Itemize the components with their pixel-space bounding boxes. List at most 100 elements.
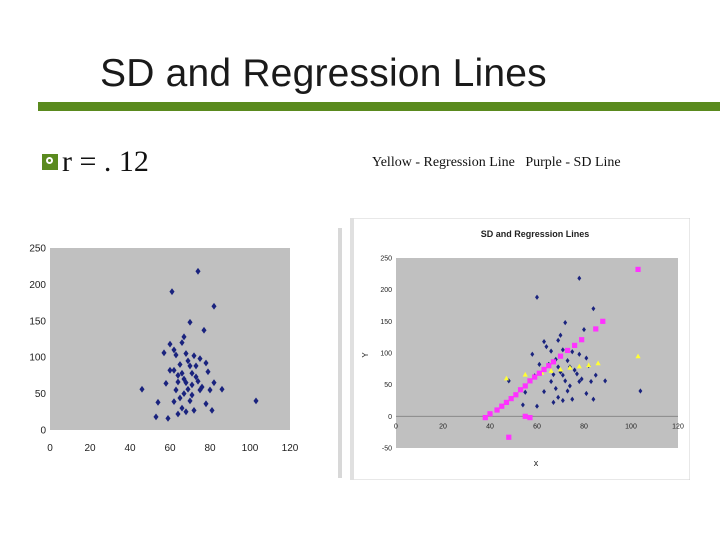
right-sd-line-point xyxy=(499,403,505,409)
right-sd-line-point xyxy=(546,363,552,369)
right-sd-line-point xyxy=(506,434,512,440)
left-x-tick-label: 40 xyxy=(124,443,136,454)
right-regression-line-point xyxy=(586,362,592,368)
left-data-point xyxy=(181,333,187,341)
chart-right-y-label: Y xyxy=(361,352,370,358)
left-data-point xyxy=(175,378,181,386)
left-data-point xyxy=(175,410,181,418)
left-y-tick-label: 150 xyxy=(29,316,46,327)
right-sd-line-point xyxy=(557,353,564,359)
right-regression-line-point xyxy=(503,375,510,381)
left-data-point xyxy=(193,362,199,370)
right-sd-line-point xyxy=(564,347,571,354)
right-regression-line-point xyxy=(557,366,564,372)
right-sd-line-point xyxy=(487,411,493,417)
left-data-point xyxy=(171,398,177,406)
left-data-point xyxy=(211,379,217,387)
right-regression-line-point xyxy=(576,363,582,369)
left-data-point xyxy=(197,355,203,363)
right-sd-line-point xyxy=(482,415,488,421)
chart-right-x-ticks: 0 20 40 60 80 100 120 xyxy=(394,423,684,430)
right-sd-line-point xyxy=(508,396,514,402)
right-data-point xyxy=(593,372,598,378)
left-data-point xyxy=(205,368,211,376)
left-data-point xyxy=(173,386,179,394)
right-sd-line-point xyxy=(579,337,585,343)
right-sd-line-point xyxy=(550,359,557,365)
right-data-point xyxy=(558,332,563,338)
left-data-point xyxy=(189,381,195,389)
left-data-point xyxy=(189,391,195,399)
right-y-tick-label: 100 xyxy=(380,350,392,357)
right-x-tick-label: 100 xyxy=(625,423,637,430)
right-data-point xyxy=(558,369,563,375)
left-x-tick-label: 80 xyxy=(204,443,216,454)
left-data-point xyxy=(179,369,185,377)
left-data-point xyxy=(219,385,225,393)
right-sd-line-point xyxy=(572,342,578,348)
left-data-point xyxy=(253,397,259,405)
left-data-point xyxy=(179,404,185,412)
left-data-point xyxy=(191,406,197,414)
chart-right-edge xyxy=(350,218,354,480)
right-sd-line-point xyxy=(527,378,533,384)
slide-title: SD and Regression Lines xyxy=(100,52,547,95)
chart-left-edge xyxy=(338,228,342,478)
right-x-tick-label: 60 xyxy=(533,423,541,430)
right-y-tick-label: -50 xyxy=(382,445,392,452)
chart-left-x-ticks: 0 20 40 60 80 100 120 xyxy=(47,443,299,454)
right-data-point xyxy=(523,389,528,395)
left-data-point xyxy=(183,408,189,416)
chart-right-x-label: x xyxy=(534,458,539,468)
left-data-point xyxy=(191,352,197,360)
left-data-point xyxy=(171,366,177,374)
right-sd-line-point xyxy=(517,387,524,393)
chart-left-points xyxy=(139,267,259,422)
right-data-point xyxy=(570,396,575,402)
left-data-point xyxy=(189,369,195,377)
right-sd-line-point xyxy=(522,413,528,419)
right-y-tick-label: 0 xyxy=(388,414,392,421)
right-sd-line-point xyxy=(527,415,533,421)
left-data-point xyxy=(187,362,193,370)
left-y-tick-label: 100 xyxy=(29,353,46,364)
left-data-point xyxy=(203,359,209,367)
left-data-point xyxy=(177,394,183,402)
right-x-tick-label: 40 xyxy=(486,423,494,430)
right-x-tick-label: 120 xyxy=(672,423,684,430)
scatter-chart-right: SD and Regression Lines -500501001502002… xyxy=(350,218,690,480)
right-regression-line-point xyxy=(567,364,573,370)
left-data-point xyxy=(169,288,175,296)
left-data-point xyxy=(165,414,171,422)
q-bullet-icon xyxy=(42,154,58,170)
correlation-text: r = . 12 xyxy=(62,145,149,178)
right-y-tick-label: 250 xyxy=(380,255,392,262)
left-x-tick-label: 20 xyxy=(84,443,96,454)
right-data-point xyxy=(535,294,539,300)
left-y-tick-label: 200 xyxy=(29,280,46,291)
left-data-point xyxy=(177,361,183,368)
right-y-tick-label: 200 xyxy=(380,287,392,294)
right-sd-line-point xyxy=(513,392,519,398)
right-data-point xyxy=(535,403,539,409)
left-data-point xyxy=(173,351,179,359)
chart-right-title: SD and Regression Lines xyxy=(481,229,590,239)
left-y-tick-label: 50 xyxy=(35,389,47,400)
right-sd-line-point xyxy=(532,374,538,380)
left-data-point xyxy=(185,357,191,365)
left-data-point xyxy=(179,339,185,347)
chart-left-y-ticks: 0 50 100 150 200 250 xyxy=(29,244,46,437)
chart-left-plot-area xyxy=(50,248,290,430)
right-sd-line-point xyxy=(600,318,606,324)
left-data-point xyxy=(209,406,215,414)
left-y-tick-label: 250 xyxy=(29,244,46,255)
left-x-tick-label: 0 xyxy=(47,443,53,454)
left-data-point xyxy=(161,349,167,357)
right-regression-line-point xyxy=(522,371,528,377)
right-regression-line-point xyxy=(595,360,601,366)
left-data-point xyxy=(185,385,191,393)
left-data-point xyxy=(187,318,193,326)
left-data-point xyxy=(203,400,209,408)
right-y-tick-label: 50 xyxy=(384,382,392,389)
right-sd-line-point xyxy=(635,266,641,272)
